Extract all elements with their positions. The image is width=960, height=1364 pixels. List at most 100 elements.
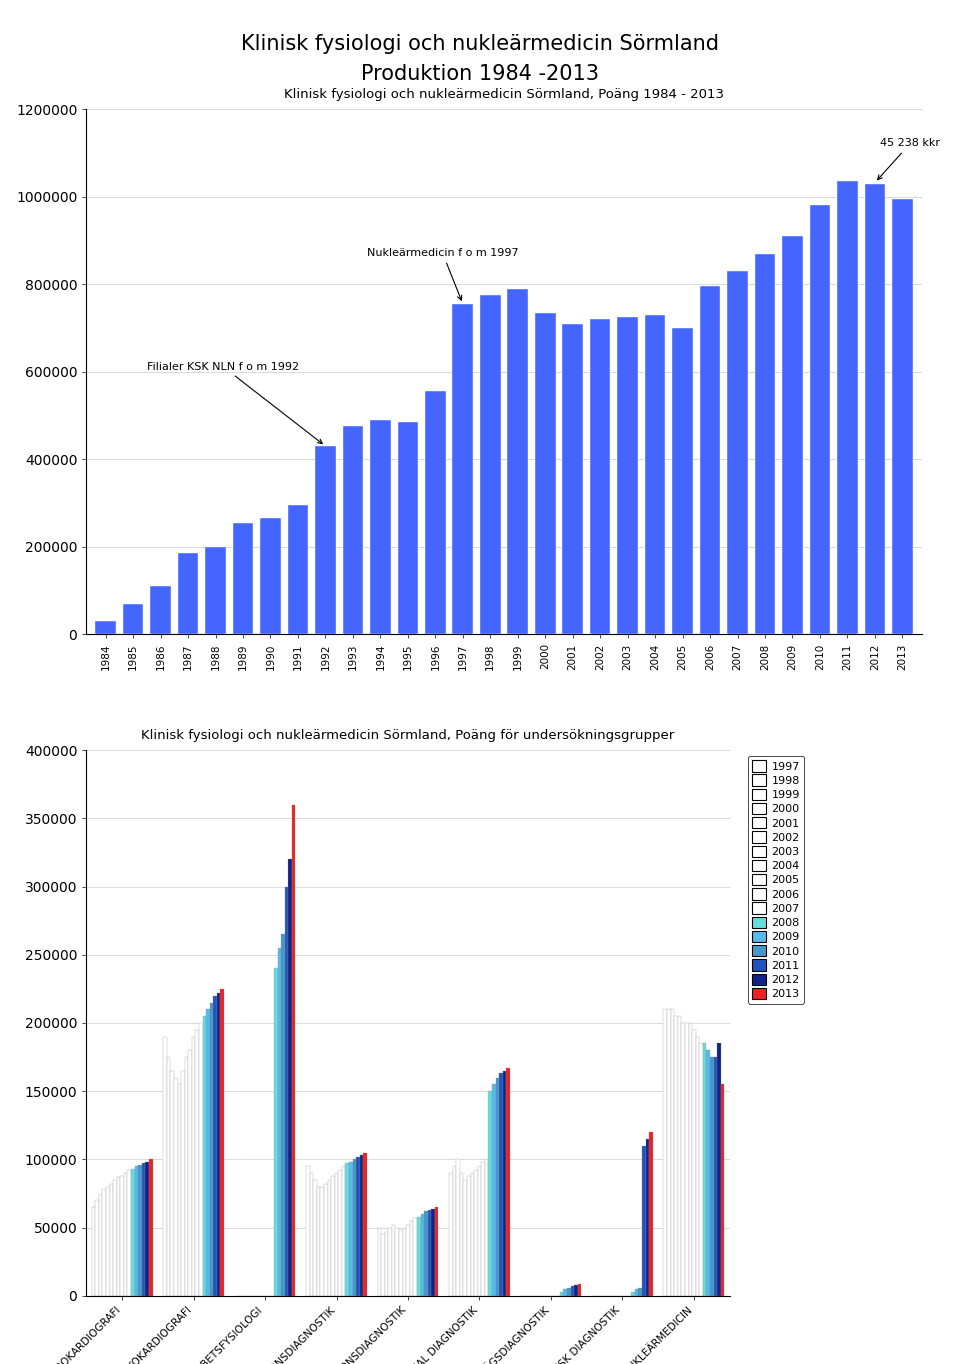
Bar bbox=[370, 420, 391, 634]
Bar bbox=[213, 996, 217, 1296]
Bar bbox=[184, 1057, 188, 1296]
Bar bbox=[632, 1292, 635, 1296]
Bar bbox=[385, 1232, 389, 1296]
Bar bbox=[399, 1230, 402, 1296]
Bar bbox=[95, 1200, 99, 1296]
Bar bbox=[470, 1173, 474, 1296]
Bar bbox=[142, 1163, 145, 1296]
Bar bbox=[260, 518, 280, 634]
Bar bbox=[306, 1166, 310, 1296]
Bar bbox=[453, 1166, 456, 1296]
Bar bbox=[205, 547, 226, 634]
Bar bbox=[699, 1043, 703, 1296]
Text: Nukleärmedicin f o m 1997: Nukleärmedicin f o m 1997 bbox=[367, 248, 518, 300]
Bar bbox=[181, 1071, 184, 1296]
Bar bbox=[713, 1057, 717, 1296]
Bar bbox=[424, 1211, 427, 1296]
Bar bbox=[837, 181, 857, 634]
Bar bbox=[589, 319, 611, 634]
Bar bbox=[324, 1184, 327, 1296]
Bar bbox=[206, 1009, 209, 1296]
Bar bbox=[464, 1180, 467, 1296]
Bar bbox=[196, 1030, 199, 1296]
Bar bbox=[645, 315, 665, 634]
Bar bbox=[327, 1180, 331, 1296]
Bar bbox=[563, 323, 583, 634]
Bar bbox=[567, 1288, 570, 1296]
Bar bbox=[151, 587, 171, 634]
Bar bbox=[274, 968, 277, 1296]
Bar bbox=[560, 1292, 564, 1296]
Bar bbox=[420, 1214, 424, 1296]
Bar bbox=[188, 1050, 192, 1296]
Bar bbox=[480, 295, 500, 634]
Bar bbox=[646, 1139, 649, 1296]
Bar bbox=[495, 1078, 499, 1296]
Bar bbox=[485, 1159, 489, 1296]
Bar bbox=[649, 1132, 653, 1296]
Bar bbox=[349, 1162, 352, 1296]
Bar bbox=[499, 1073, 503, 1296]
Bar bbox=[120, 1176, 124, 1296]
Bar bbox=[492, 1084, 495, 1296]
Bar bbox=[338, 1170, 342, 1296]
Bar bbox=[377, 1228, 381, 1296]
Bar bbox=[481, 1162, 485, 1296]
Bar bbox=[865, 184, 885, 634]
Bar bbox=[667, 1009, 671, 1296]
Bar bbox=[352, 1159, 356, 1296]
Bar bbox=[281, 934, 285, 1296]
Bar bbox=[199, 1023, 203, 1296]
Bar bbox=[474, 1170, 478, 1296]
Text: Filialer KSK NLN f o m 1992: Filialer KSK NLN f o m 1992 bbox=[147, 361, 323, 443]
Bar bbox=[578, 1284, 582, 1296]
Bar bbox=[638, 1288, 642, 1296]
Bar bbox=[892, 199, 913, 634]
Bar bbox=[313, 1180, 317, 1296]
Bar bbox=[417, 1217, 420, 1296]
Bar bbox=[456, 1159, 460, 1296]
Bar bbox=[138, 1165, 142, 1296]
Bar bbox=[570, 1286, 574, 1296]
Bar bbox=[288, 505, 308, 634]
Bar bbox=[707, 1050, 710, 1296]
Bar bbox=[167, 1057, 170, 1296]
Bar bbox=[221, 989, 224, 1296]
Bar bbox=[149, 1159, 153, 1296]
Bar bbox=[425, 391, 445, 634]
Bar bbox=[431, 1209, 435, 1296]
Bar bbox=[478, 1166, 481, 1296]
Bar bbox=[288, 859, 292, 1296]
Bar bbox=[109, 1184, 113, 1296]
Bar bbox=[232, 522, 253, 634]
Bar bbox=[128, 1170, 132, 1296]
Bar bbox=[449, 1173, 453, 1296]
Bar bbox=[209, 1003, 213, 1296]
Bar bbox=[124, 1173, 128, 1296]
Bar bbox=[331, 1176, 335, 1296]
Bar bbox=[574, 1285, 578, 1296]
Bar bbox=[710, 1057, 713, 1296]
Bar bbox=[617, 316, 638, 634]
Bar bbox=[95, 621, 116, 634]
Bar bbox=[315, 446, 336, 634]
Bar bbox=[363, 1153, 367, 1296]
Bar bbox=[402, 1228, 406, 1296]
Bar bbox=[503, 1071, 506, 1296]
Bar bbox=[292, 805, 296, 1296]
Bar bbox=[489, 1091, 492, 1296]
Bar bbox=[397, 421, 419, 634]
Bar bbox=[717, 1043, 721, 1296]
Bar bbox=[321, 1187, 324, 1296]
Bar bbox=[506, 1068, 510, 1296]
Bar bbox=[406, 1225, 410, 1296]
Text: 45 238 kkr: 45 238 kkr bbox=[877, 138, 941, 180]
Bar bbox=[642, 1146, 646, 1296]
Bar bbox=[678, 1016, 682, 1296]
Bar bbox=[703, 1043, 707, 1296]
Bar bbox=[123, 604, 143, 634]
Bar bbox=[682, 1023, 684, 1296]
Bar bbox=[564, 1289, 567, 1296]
Bar bbox=[217, 993, 221, 1296]
Bar bbox=[163, 1037, 167, 1296]
